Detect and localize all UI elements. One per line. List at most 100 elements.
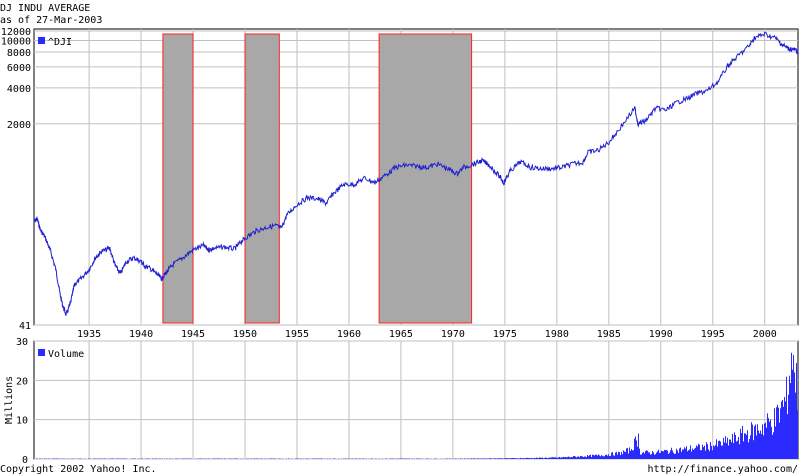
year-tick-label: 1935 bbox=[77, 329, 101, 340]
volume-bar bbox=[575, 456, 576, 459]
volume-grid bbox=[34, 340, 798, 460]
volume-bar bbox=[460, 458, 461, 459]
volume-bar bbox=[772, 434, 773, 459]
volume-bar bbox=[641, 454, 642, 459]
volume-bar bbox=[677, 450, 678, 459]
volume-bar bbox=[791, 352, 792, 459]
volume-bar bbox=[666, 450, 667, 459]
volume-bar bbox=[594, 455, 595, 459]
volume-bar bbox=[640, 454, 641, 459]
price-tick-label: 4000 bbox=[7, 84, 31, 95]
volume-bar bbox=[531, 457, 532, 459]
shaded-period bbox=[378, 33, 473, 324]
volume-bar bbox=[587, 454, 588, 459]
volume-bar bbox=[505, 458, 506, 459]
volume-bar bbox=[533, 458, 534, 459]
volume-bar bbox=[497, 458, 498, 459]
volume-bar bbox=[620, 455, 621, 459]
volume-bar bbox=[585, 456, 586, 459]
volume-bar bbox=[633, 450, 634, 459]
volume-bar bbox=[767, 413, 768, 459]
volume-bar bbox=[561, 457, 562, 459]
volume-bar bbox=[610, 455, 611, 459]
source-url: http://finance.yahoo.com/ bbox=[647, 464, 798, 475]
year-tick-label: 1940 bbox=[129, 329, 153, 340]
year-tick-label: 1970 bbox=[441, 329, 465, 340]
volume-bar bbox=[654, 454, 655, 459]
volume-bar bbox=[535, 458, 536, 459]
volume-bar bbox=[530, 458, 531, 459]
volume-bar bbox=[670, 450, 671, 459]
volume-bar bbox=[790, 383, 791, 459]
volume-bar bbox=[519, 458, 520, 459]
volume-bar bbox=[572, 457, 573, 459]
volume-bar bbox=[537, 457, 538, 459]
volume-bar bbox=[751, 422, 752, 459]
volume-bar bbox=[714, 446, 715, 459]
volume-bar bbox=[510, 458, 511, 459]
year-tick-label: 2000 bbox=[753, 329, 777, 340]
volume-bar bbox=[591, 456, 592, 459]
volume-bar bbox=[736, 441, 737, 459]
volume-bar bbox=[645, 451, 646, 459]
volume-bar bbox=[563, 456, 564, 459]
volume-bar bbox=[542, 457, 543, 459]
volume-bar bbox=[514, 458, 515, 459]
volume-bar bbox=[592, 454, 593, 459]
volume-bar bbox=[686, 446, 687, 459]
volume-bar bbox=[474, 458, 475, 459]
volume-bar bbox=[766, 427, 767, 459]
volume-axis-title: Millions bbox=[4, 376, 15, 424]
volume-bar bbox=[761, 434, 762, 459]
volume-bar bbox=[577, 456, 578, 459]
volume-bar bbox=[771, 426, 772, 459]
volume-tick-label: 10 bbox=[16, 416, 28, 427]
volume-bar bbox=[565, 456, 566, 459]
volume-bar bbox=[548, 457, 549, 459]
volume-bar bbox=[713, 445, 714, 459]
volume-bar bbox=[734, 432, 735, 459]
volume-bar bbox=[653, 452, 654, 459]
volume-bar bbox=[646, 450, 647, 459]
volume-bar bbox=[485, 458, 486, 459]
volume-bar bbox=[612, 452, 613, 459]
volume-bar bbox=[782, 400, 783, 459]
volume-bar bbox=[614, 455, 615, 459]
price-tick-label: 6000 bbox=[7, 63, 31, 74]
volume-bar bbox=[745, 433, 746, 459]
volume-bar bbox=[744, 433, 745, 459]
volume-bar bbox=[703, 447, 704, 459]
volume-bar bbox=[525, 458, 526, 459]
volume-bar bbox=[764, 423, 765, 459]
volume-bar bbox=[498, 458, 499, 459]
volume-bar bbox=[521, 458, 522, 459]
volume-bar bbox=[546, 457, 547, 459]
volume-bar bbox=[621, 451, 622, 459]
volume-bar bbox=[797, 410, 798, 459]
volume-bar bbox=[491, 458, 492, 459]
year-tick-label: 1980 bbox=[545, 329, 569, 340]
volume-bar bbox=[717, 446, 718, 459]
volume-bar bbox=[618, 451, 619, 459]
volume-bar bbox=[534, 457, 535, 459]
volume-bar bbox=[768, 418, 769, 459]
volume-bar bbox=[549, 457, 550, 459]
volume-bar bbox=[721, 445, 722, 459]
volume-bar bbox=[543, 458, 544, 459]
volume-bar bbox=[659, 452, 660, 459]
volume-bar bbox=[554, 457, 555, 459]
volume-bar bbox=[693, 449, 694, 459]
volume-bar bbox=[735, 434, 736, 459]
year-tick-label: 1990 bbox=[649, 329, 673, 340]
volume-bar bbox=[707, 444, 708, 459]
volume-bar bbox=[516, 458, 517, 459]
volume-bar bbox=[616, 451, 617, 459]
volume-bar bbox=[486, 458, 487, 459]
volume-bar bbox=[642, 452, 643, 459]
volume-bar bbox=[586, 457, 587, 459]
volume-bar bbox=[789, 375, 790, 459]
volume-bar bbox=[760, 430, 761, 459]
volume-bar bbox=[576, 457, 577, 459]
volume-bar bbox=[769, 421, 770, 459]
